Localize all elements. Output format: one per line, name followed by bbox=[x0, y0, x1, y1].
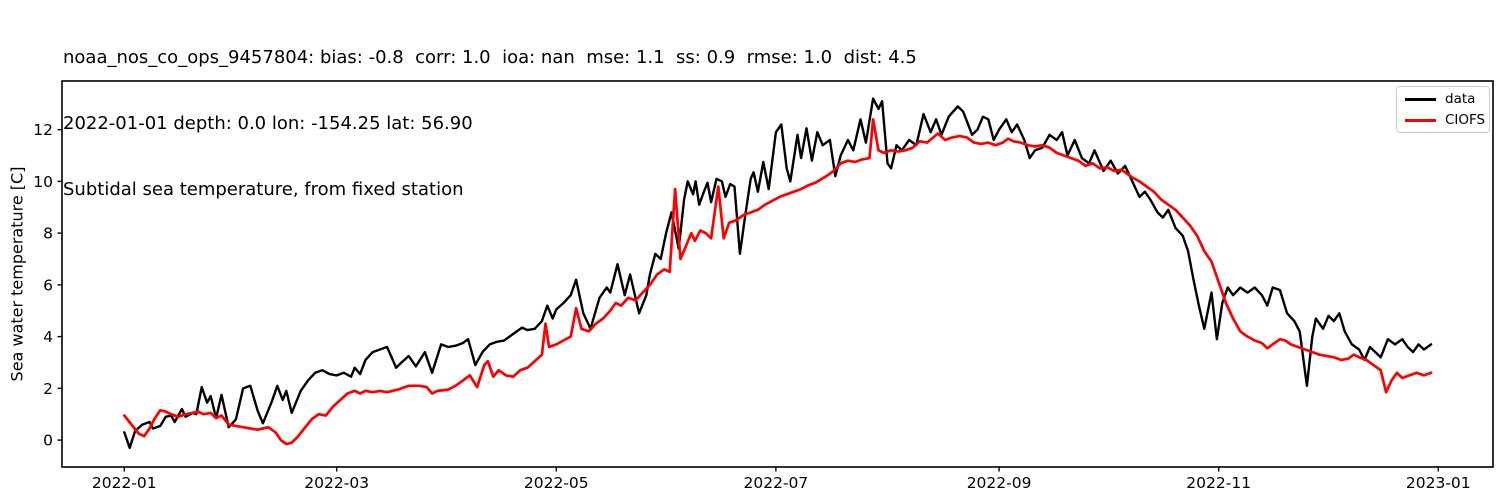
x-axis-tick-label: 2022-03 bbox=[304, 474, 369, 492]
x-axis-tick-label: 2022-11 bbox=[1186, 474, 1251, 492]
legend-entry-data: data bbox=[1397, 90, 1489, 107]
title-line-1: noaa_nos_co_ops_9457804: bias: -0.8 corr… bbox=[63, 47, 917, 68]
x-axis-tick-label: 2023-01 bbox=[1406, 474, 1471, 492]
legend-label-data: data bbox=[1445, 90, 1476, 107]
legend: data CIOFS bbox=[1396, 86, 1490, 133]
title-line-3: Subtidal sea temperature, from fixed sta… bbox=[63, 179, 464, 200]
y-axis-tick-label: 8 bbox=[43, 225, 53, 243]
y-axis-tick-label: 6 bbox=[43, 276, 53, 294]
y-axis-tick-label: 0 bbox=[43, 432, 53, 450]
legend-entry-ciofs: CIOFS bbox=[1397, 111, 1489, 128]
y-axis-label: Sea water temperature [C] bbox=[7, 166, 27, 382]
y-axis-tick-label: 12 bbox=[33, 121, 53, 139]
legend-line-sample-data bbox=[1405, 97, 1436, 101]
title-line-2: 2022-01-01 depth: 0.0 lon: -154.25 lat: … bbox=[63, 113, 473, 134]
chart-title: noaa_nos_co_ops_9457804: bias: -0.8 corr… bbox=[63, 3, 917, 245]
plot-border bbox=[61, 80, 1494, 468]
series-line-data bbox=[123, 97, 1433, 450]
x-axis-tick-label: 2022-07 bbox=[743, 474, 808, 492]
x-axis-tick-label: 2022-01 bbox=[92, 474, 157, 492]
series-line-ciofs bbox=[122, 117, 1433, 446]
y-axis-tick-label: 2 bbox=[43, 380, 53, 398]
legend-line-sample-ciofs bbox=[1405, 118, 1436, 122]
y-axis-tick-label: 10 bbox=[33, 173, 53, 191]
y-axis-tick-label: 4 bbox=[43, 328, 53, 346]
legend-label-ciofs: CIOFS bbox=[1445, 111, 1486, 128]
x-axis-tick-label: 2022-09 bbox=[967, 474, 1032, 492]
x-axis-tick-label: 2022-05 bbox=[524, 474, 589, 492]
